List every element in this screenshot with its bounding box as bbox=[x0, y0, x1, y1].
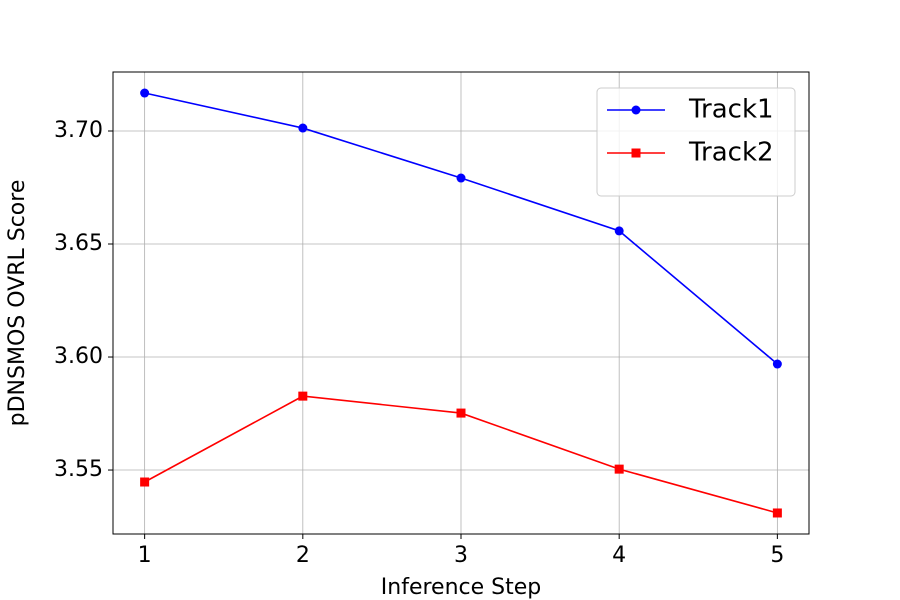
legend bbox=[596, 87, 796, 197]
marker bbox=[772, 359, 782, 369]
x-tick-label: 4 bbox=[612, 543, 626, 568]
plot-frame bbox=[112, 71, 810, 535]
marker bbox=[631, 148, 641, 158]
y-tick-label: 3.65 bbox=[54, 231, 103, 256]
x-tick-label: 3 bbox=[454, 543, 468, 568]
marker bbox=[772, 508, 782, 518]
marker bbox=[298, 123, 308, 133]
y-tick-label: 3.70 bbox=[54, 118, 103, 143]
marker bbox=[614, 464, 624, 474]
marker bbox=[140, 477, 150, 487]
x-tick-label: 1 bbox=[138, 543, 152, 568]
marker bbox=[456, 408, 466, 418]
marker bbox=[298, 391, 308, 401]
legend-label: Track2 bbox=[688, 138, 774, 168]
y-axis-label: pDNSMOS OVRL Score bbox=[5, 180, 30, 427]
y-tick-label: 3.55 bbox=[54, 457, 103, 482]
legend-label: Track1 bbox=[688, 95, 774, 125]
x-axis-label: Inference Step bbox=[381, 575, 541, 600]
marker bbox=[631, 105, 641, 115]
marker bbox=[140, 88, 150, 98]
marker bbox=[614, 226, 624, 236]
marker bbox=[456, 173, 466, 183]
x-tick-label: 5 bbox=[770, 543, 784, 568]
x-tick-label: 2 bbox=[296, 543, 310, 568]
y-tick-label: 3.60 bbox=[54, 344, 103, 369]
